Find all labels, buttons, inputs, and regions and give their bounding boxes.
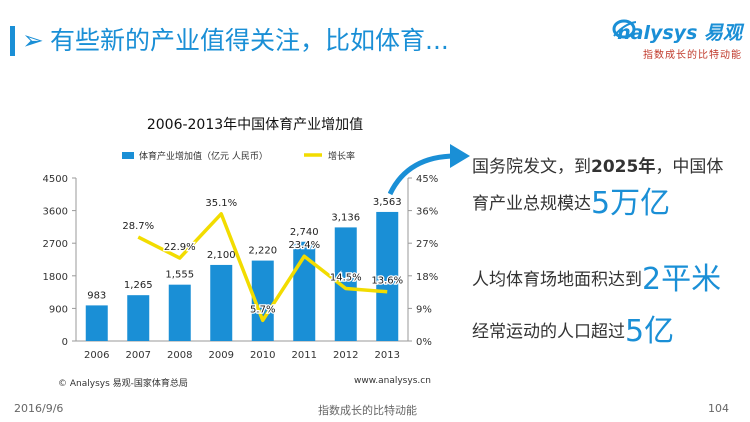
x-tick-label: 2013 <box>375 350 400 361</box>
y-right-tick-label: 18% <box>416 272 438 283</box>
y-left-tick-label: 0 <box>62 337 68 348</box>
growth-rate-label: 23.4% <box>288 240 320 251</box>
bar-value-label: 1,265 <box>124 280 153 291</box>
x-tick-label: 2008 <box>167 350 192 361</box>
highlight-venue-area: 人均体育场地面积达到2平米 <box>472 262 722 297</box>
bar-value-label: 2,740 <box>290 227 319 238</box>
growth-rate-label: 22.9% <box>164 242 196 253</box>
chart-source-url: www.analysys.cn <box>354 376 431 386</box>
growth-rate-label: 28.7% <box>122 221 154 232</box>
highlight-scale-value: 5万亿 <box>591 186 671 221</box>
bar-2007 <box>127 295 150 341</box>
x-tick-label: 2011 <box>292 350 317 361</box>
bar-2009 <box>210 264 233 341</box>
growth-rate-label: 35.1% <box>205 198 237 209</box>
highlight-arrow-icon <box>388 144 470 196</box>
page-title: 有些新的产业值得关注，比如体育... <box>50 26 449 55</box>
bar-2013 <box>376 211 399 341</box>
y-right-tick-label: 27% <box>416 239 438 250</box>
x-tick-label: 2009 <box>209 350 234 361</box>
y-right-tick-label: 36% <box>416 207 438 218</box>
bar-value-label: 1,555 <box>165 270 194 281</box>
y-left-tick-label: 900 <box>49 304 68 315</box>
page-number: 104 <box>708 402 729 415</box>
growth-chart: 0 900 1800 2700 3600 4500 0% 9% 18% 27% 36% 45% 983 2… <box>43 150 439 361</box>
highlight-policy-line2: 育产业总规模达5万亿 <box>472 186 671 221</box>
legend-line-label: 增长率 <box>328 150 355 162</box>
logo-swoosh-icon <box>612 19 636 39</box>
legend-bar-swatch <box>122 152 134 159</box>
highlight-area-value: 2平米 <box>642 262 722 297</box>
y-right-tick-label: 45% <box>416 174 438 185</box>
logo-text: nalysys 易观 <box>617 22 742 44</box>
highlight-policy-line1: 国务院发文，到2025年，中国体 <box>472 157 724 177</box>
y-left-tick-label: 4500 <box>43 174 68 185</box>
bar-value-label: 2,100 <box>207 250 236 261</box>
y-right-tick-label: 9% <box>416 304 432 315</box>
bar-value-label: 3,136 <box>331 212 360 223</box>
chart-title: 2006-2013年中国体育产业增加值 <box>146 117 364 133</box>
highlight-population-value: 5亿 <box>625 314 675 349</box>
bar-value-label: 2,220 <box>248 246 277 257</box>
analysys-logo: nalysys 易观 指数成长的比特动能 <box>612 16 742 68</box>
y-right-tick-label: 0% <box>416 337 432 348</box>
x-tick-label: 2007 <box>126 350 151 361</box>
bar-value-label: 3,563 <box>373 197 402 208</box>
footer-slogan: 指数成长的比特动能 <box>318 404 417 417</box>
bar-2010 <box>251 260 274 341</box>
x-tick-label: 2012 <box>333 350 358 361</box>
bar-2008 <box>168 284 191 341</box>
y-left-tick-label: 3600 <box>43 207 68 218</box>
growth-rate-label: 14.5% <box>330 272 362 283</box>
bar-2006 <box>85 305 108 341</box>
y-left-tick-label: 1800 <box>43 272 68 283</box>
growth-rate-label: 13.6% <box>371 276 403 287</box>
legend-bar-label: 体育产业增加值（亿元 人民币） <box>139 150 268 162</box>
highlight-active-population: 经常运动的人口超过5亿 <box>472 314 675 349</box>
title-accent-bar <box>10 26 15 56</box>
y-left-tick-label: 2700 <box>43 239 68 250</box>
title-chevron-icon: ➢ <box>22 26 44 56</box>
logo-tagline: 指数成长的比特动能 <box>643 50 742 61</box>
growth-rate-label: 5.7% <box>250 304 275 315</box>
bar-2012 <box>334 227 357 341</box>
growth-rate-line <box>137 212 388 323</box>
footer-date: 2016/9/6 <box>14 402 64 415</box>
x-tick-label: 2010 <box>250 350 275 361</box>
x-tick-label: 2006 <box>84 350 109 361</box>
bar-value-label: 983 <box>87 290 106 301</box>
chart-source: © Analysys 易观-国家体育总局 <box>58 379 188 389</box>
